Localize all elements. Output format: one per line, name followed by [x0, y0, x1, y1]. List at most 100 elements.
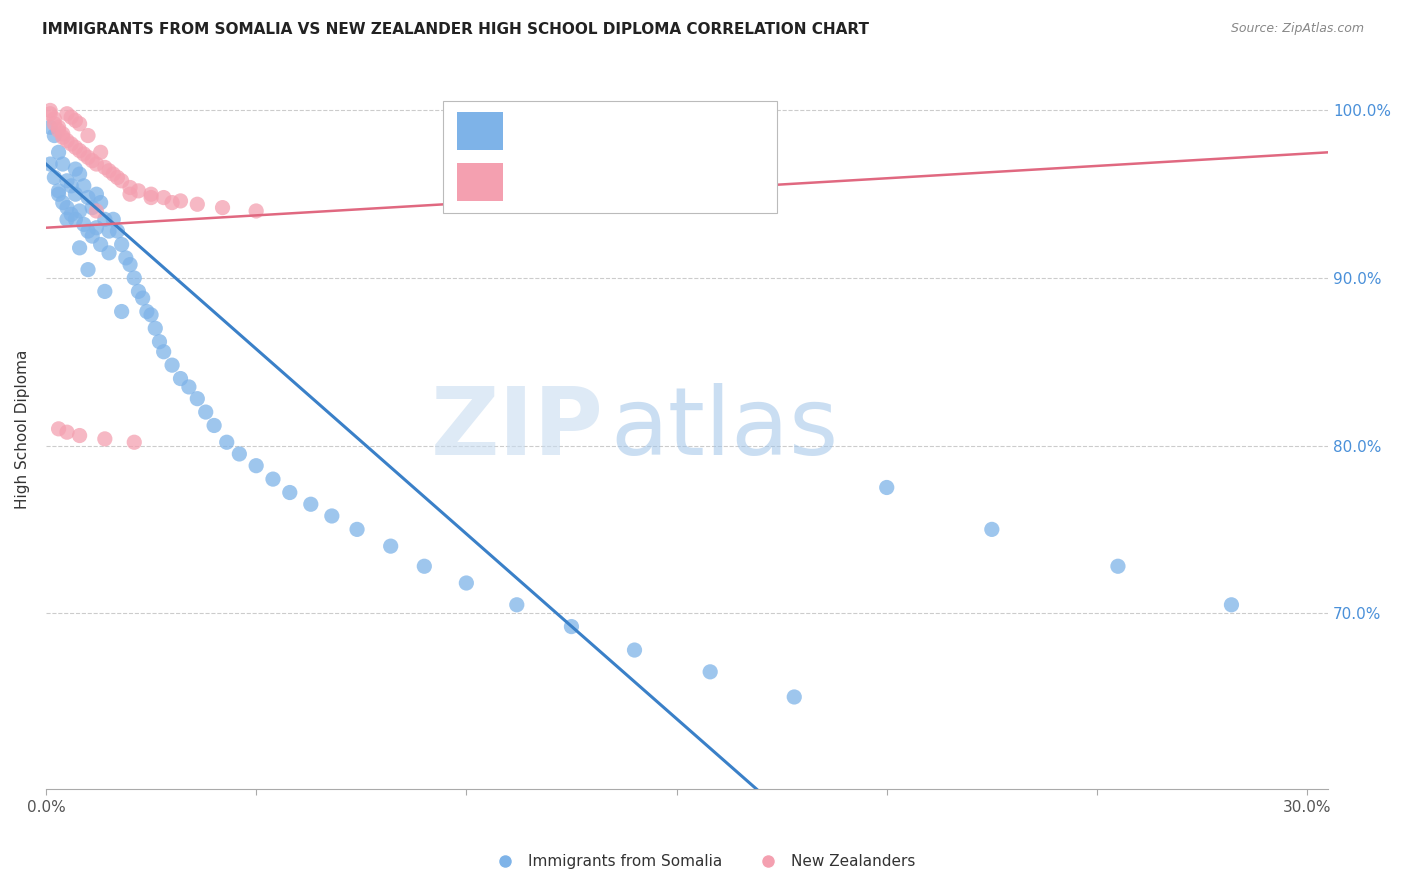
Point [143, 321, 166, 335]
Point [699, 665, 721, 679]
Point [94, 161, 117, 175]
Point [73, 147, 96, 161]
Point [86, 220, 108, 235]
Text: Source: ZipAtlas.com: Source: ZipAtlas.com [1230, 22, 1364, 36]
Point [278, 485, 301, 500]
Point [56, 201, 79, 215]
Point [52, 130, 75, 145]
Point [127, 184, 149, 198]
Point [560, 619, 582, 633]
Point [90, 145, 112, 160]
Point [69, 241, 91, 255]
Y-axis label: High School Diploma: High School Diploma [15, 349, 30, 508]
Point [194, 405, 217, 419]
Point [94, 432, 117, 446]
Point [52, 157, 75, 171]
Point [52, 127, 75, 141]
Point [90, 195, 112, 210]
Point [69, 144, 91, 158]
Point [90, 237, 112, 252]
Point [98, 163, 121, 178]
Point [77, 128, 100, 143]
Point [69, 117, 91, 131]
Point [152, 344, 174, 359]
Point [160, 195, 183, 210]
Point [48, 422, 70, 436]
Point [60, 178, 83, 193]
Text: ZIP: ZIP [430, 383, 603, 475]
Point [48, 184, 70, 198]
Point [346, 522, 368, 536]
Text: atlas: atlas [610, 383, 838, 475]
Legend: Immigrants from Somalia, New Zealanders: Immigrants from Somalia, New Zealanders [484, 848, 922, 875]
Point [215, 435, 238, 450]
Point [152, 190, 174, 204]
Point [60, 136, 83, 151]
Point [44, 170, 66, 185]
Point [228, 447, 250, 461]
Point [77, 150, 100, 164]
Point [139, 187, 162, 202]
Point [111, 304, 134, 318]
Point [118, 187, 141, 202]
Point [413, 559, 436, 574]
Text: IMMIGRANTS FROM SOMALIA VS NEW ZEALANDER HIGH SCHOOL DIPLOMA CORRELATION CHART: IMMIGRANTS FROM SOMALIA VS NEW ZEALANDER… [42, 22, 869, 37]
Point [245, 458, 267, 473]
Point [48, 123, 70, 137]
Point [60, 110, 83, 124]
Point [82, 201, 104, 215]
Point [139, 308, 162, 322]
Point [380, 539, 402, 553]
Point [139, 190, 162, 204]
Point [60, 207, 83, 221]
Point [876, 481, 898, 495]
Point [39, 157, 62, 171]
Point [77, 224, 100, 238]
Point [211, 201, 233, 215]
Point [56, 425, 79, 440]
Point [69, 204, 91, 219]
Point [44, 117, 66, 131]
Point [506, 598, 529, 612]
Point [77, 262, 100, 277]
Point [86, 187, 108, 202]
Point [118, 258, 141, 272]
Point [86, 157, 108, 171]
Point [623, 643, 645, 657]
Point [103, 212, 125, 227]
Point [77, 190, 100, 204]
Point [115, 251, 138, 265]
Point [299, 497, 322, 511]
Point [56, 212, 79, 227]
Point [44, 128, 66, 143]
Point [73, 218, 96, 232]
Point [118, 180, 141, 194]
Point [65, 212, 87, 227]
Point [86, 204, 108, 219]
Point [131, 291, 153, 305]
Point [169, 371, 191, 385]
Point [39, 103, 62, 118]
Point [127, 285, 149, 299]
Point [98, 245, 121, 260]
Point [56, 174, 79, 188]
Point [456, 576, 478, 591]
Point [169, 194, 191, 208]
Point [1220, 598, 1243, 612]
Point [107, 170, 129, 185]
Point [69, 428, 91, 442]
Point [48, 145, 70, 160]
Point [111, 237, 134, 252]
Point [122, 271, 145, 285]
Point [94, 212, 117, 227]
Point [111, 174, 134, 188]
Point [69, 167, 91, 181]
Point [48, 120, 70, 135]
Point [98, 224, 121, 238]
Point [262, 472, 284, 486]
Point [321, 508, 343, 523]
Point [65, 162, 87, 177]
Point [39, 107, 62, 121]
Point [783, 690, 806, 704]
Point [56, 107, 79, 121]
